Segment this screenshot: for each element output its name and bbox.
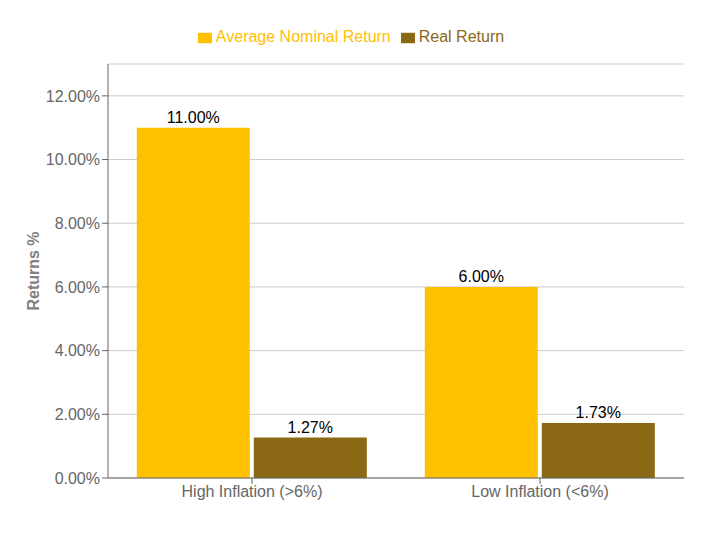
svg-text:1.27%: 1.27%: [288, 419, 333, 436]
svg-text:6.00%: 6.00%: [55, 279, 100, 296]
svg-text:4.00%: 4.00%: [55, 342, 100, 359]
svg-text:2.00%: 2.00%: [55, 406, 100, 423]
svg-text:6.00%: 6.00%: [459, 268, 504, 285]
svg-text:10.00%: 10.00%: [46, 151, 100, 168]
html-text:Real Return: Real Return: [418, 28, 505, 45]
svg-text:Returns %: Returns %: [25, 231, 42, 310]
html-text:Average Nominal Return: Average Nominal Return: [215, 28, 391, 45]
svg-text:High Inflation (>6%): High Inflation (>6%): [182, 483, 323, 500]
svg-text:Low Inflation (<6%): Low Inflation (<6%): [471, 483, 608, 500]
svg-text:12.00%: 12.00%: [46, 88, 100, 105]
svg-text:11.00%: 11.00%: [167, 109, 220, 126]
svg-text:1.73%: 1.73%: [576, 404, 621, 421]
svg-text:8.00%: 8.00%: [55, 215, 100, 232]
svg-text:0.00%: 0.00%: [55, 470, 100, 487]
